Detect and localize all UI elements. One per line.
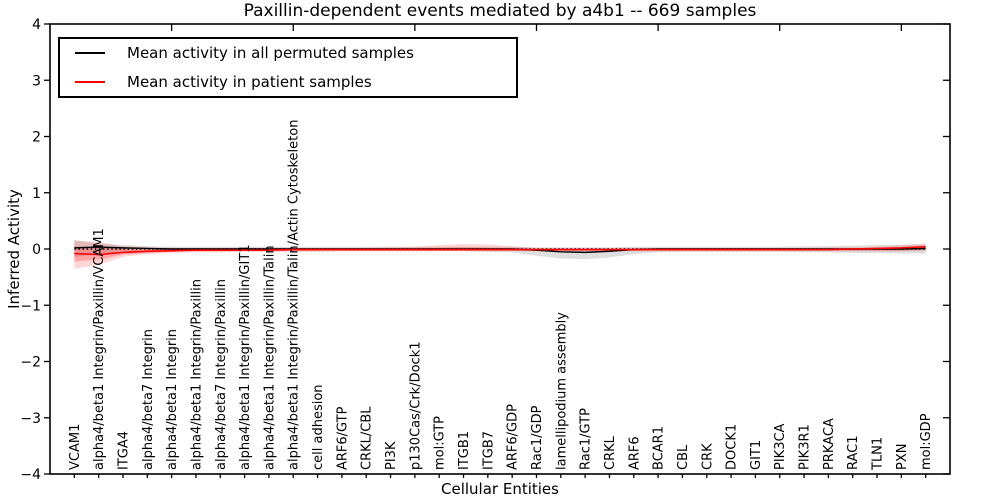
x-tick-label: ARF6/GTP [335, 406, 350, 470]
x-tick-label: ARF6 [627, 436, 642, 470]
legend-entry-permuted: Mean activity in all permuted samples [75, 44, 516, 62]
x-tick-label: lamellipodium assembly [554, 312, 569, 470]
x-tick-label: CRKL/CBL [360, 406, 375, 470]
x-tick-label: alpha4/beta1 Integrin/Paxillin/Talin [262, 245, 277, 470]
x-tick-label: TLN1 [871, 437, 886, 471]
x-tick-label: Rac1/GDP [530, 405, 545, 470]
x-tick-label: cell adhesion [311, 384, 326, 470]
patient-std-band [74, 240, 926, 269]
y-axis-label: Inferred Activity [5, 189, 23, 309]
x-tick-label: GIT1 [749, 440, 764, 470]
x-tick-label: PI3K [384, 441, 399, 470]
y-tick-label: 1 [32, 186, 41, 202]
x-tick-label: ARF6/GDP [506, 404, 521, 470]
x-tick-label: ITGB7 [481, 431, 496, 470]
chart-title: Paxillin-dependent events mediated by a4… [243, 1, 757, 21]
y-tick-label: −2 [20, 355, 41, 371]
x-tick-label: PRKACA [822, 418, 837, 470]
x-tick-label: CRKL [603, 435, 618, 470]
x-tick-label: alpha4/beta1 Integrin/Paxillin/VCAM1 [92, 228, 107, 470]
x-tick-label: alpha4/beta1 Integrin/Paxillin/Talin/Act… [287, 120, 302, 470]
legend: Mean activity in all permuted samples Me… [58, 37, 518, 98]
x-tick-label: alpha4/beta1 Integrin [165, 329, 180, 470]
y-tick-label: 4 [32, 17, 41, 33]
x-tick-label: VCAM1 [68, 424, 83, 470]
legend-label-permuted: Mean activity in all permuted samples [127, 44, 414, 63]
x-tick-label: BCAR1 [652, 426, 667, 470]
x-tick-label: PXN [895, 444, 910, 470]
x-tick-label: mol:GTP [433, 416, 448, 470]
x-tick-label: CRK [700, 443, 715, 470]
x-tick-label: PIK3CA [773, 423, 788, 470]
red-line-swatch [75, 80, 105, 83]
legend-label-patient: Mean activity in patient samples [127, 72, 372, 91]
x-tick-label: mol:GDP [919, 413, 934, 470]
x-tick-label: ITGA4 [116, 431, 131, 470]
y-tick-label: −1 [20, 298, 41, 314]
patient-mean-line [74, 245, 926, 256]
y-tick-label: 3 [32, 73, 41, 89]
x-tick-label: RAC1 [846, 435, 861, 470]
y-tick-label: −4 [20, 467, 41, 483]
x-tick-label: PIK3R1 [798, 424, 813, 470]
x-tick-label: alpha4/beta7 Integrin [141, 329, 156, 470]
x-tick-label: Rac1/GTP [579, 408, 594, 470]
x-tick-label: alpha4/beta7 Integrin/Paxillin [214, 279, 229, 470]
x-axis-label: Cellular Entities [441, 480, 559, 498]
y-tick-label: −3 [20, 411, 41, 427]
x-tick-label: alpha4/beta1 Integrin/Paxillin/GIT1 [238, 244, 253, 470]
legend-entry-patient: Mean activity in patient samples [75, 73, 516, 91]
x-tick-label: DOCK1 [725, 424, 740, 470]
x-tick-label: ITGB1 [457, 431, 472, 470]
y-tick-label: 0 [32, 242, 41, 258]
y-tick-label: 2 [32, 130, 41, 146]
x-tick-label: p130Cas/Crk/Dock1 [408, 341, 423, 470]
x-tick-label: alpha4/beta1 Integrin/Paxillin [189, 279, 204, 470]
black-line-swatch [75, 52, 105, 55]
x-tick-label: CBL [676, 444, 691, 470]
